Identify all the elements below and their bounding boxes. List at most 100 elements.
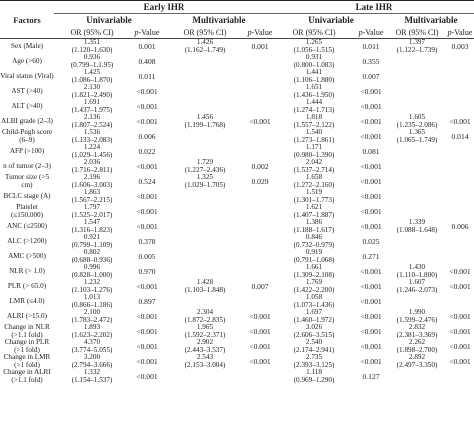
p-value-cell: 0.002 bbox=[251, 161, 269, 171]
odds-ratio-value: 1.651 bbox=[305, 83, 323, 92]
p-value-cell: 0.001 bbox=[251, 41, 269, 51]
p-value-cell: 0.006 bbox=[451, 221, 469, 231]
p-value-cell bbox=[446, 204, 474, 219]
p-value-cell bbox=[246, 84, 274, 99]
early-univariable-header: Univariable bbox=[86, 15, 132, 25]
p-value-cell: <0.001 bbox=[360, 266, 382, 276]
or-ci-cell: 1.425 (1.086–1.870) bbox=[54, 68, 130, 84]
table-row: Change in ALRI (>1.1 fold) 1.332 (1.154–1.… bbox=[0, 368, 474, 384]
or-ci-cell: 1.691 (1.437–1.975) bbox=[54, 98, 130, 114]
table-row: Change in PLR (>1 fold) 4.370 (3.774–5.055… bbox=[0, 338, 474, 354]
odds-ratio-value: 1.691 bbox=[83, 98, 101, 107]
confidence-interval: (1.110–1.800) bbox=[396, 270, 438, 279]
or-ci-cell: 2.735 (2.393–3.125) bbox=[274, 353, 354, 369]
p-value-cell: <0.001 bbox=[449, 311, 471, 321]
p-value-cell: 0.970 bbox=[138, 266, 156, 276]
factor-label: Tumor size (>5 cm) bbox=[4, 173, 50, 189]
confidence-interval: (1.460–1.972) bbox=[293, 315, 335, 324]
p-value-cell: <0.001 bbox=[360, 341, 382, 351]
or-ci-cell bbox=[164, 99, 246, 114]
odds-ratio-value: 1.232 bbox=[83, 278, 101, 287]
or-ci-cell bbox=[164, 84, 246, 99]
odds-ratio-value: 3.026 bbox=[305, 323, 323, 332]
or-ci-cell: 1.013 (0.866–1.186) bbox=[54, 293, 130, 309]
odds-ratio-value: 2.136 bbox=[83, 113, 101, 122]
or-ci-cell bbox=[164, 204, 246, 219]
odds-ratio-value: 1.425 bbox=[83, 68, 101, 77]
or-ci-cell: 1.224 (1.029–1.456) bbox=[54, 143, 130, 159]
or-ci-cell bbox=[388, 69, 446, 84]
confidence-interval: (1.807–2.524) bbox=[71, 120, 113, 129]
odds-ratio-value: 2.100 bbox=[83, 308, 101, 317]
factor-label: Age (>60) bbox=[12, 56, 42, 65]
odds-ratio-value: 1.426 bbox=[196, 38, 214, 47]
p-value-cell: <0.001 bbox=[136, 221, 158, 231]
or-ci-cell bbox=[388, 144, 446, 159]
odds-ratio-value: 1.965 bbox=[196, 323, 214, 332]
factor-label: ALBI grade (2–3) bbox=[1, 116, 53, 125]
p-value-cell bbox=[446, 249, 474, 264]
confidence-interval: (1.599–2.476) bbox=[396, 315, 438, 324]
factor-label: n of tumor (2–3) bbox=[3, 161, 51, 170]
or-ci-header: OR (95% CI) bbox=[164, 26, 246, 39]
p-value-cell: <0.001 bbox=[249, 311, 271, 321]
p-value-cell: <0.001 bbox=[360, 326, 382, 336]
odds-ratio-value: 1.621 bbox=[305, 203, 323, 212]
p-value-cell: <0.001 bbox=[249, 326, 271, 336]
or-ci-cell: 0.936 (0.799–1.1.95) bbox=[54, 53, 130, 69]
odds-ratio-value: 2.892 bbox=[408, 353, 426, 362]
p-value-cell bbox=[246, 369, 274, 384]
p-value-cell: <0.001 bbox=[136, 341, 158, 351]
confidence-interval: (2.393–3.125) bbox=[293, 360, 335, 369]
odds-ratio-value: 1.397 bbox=[408, 38, 426, 47]
confidence-interval: (1.898–2.700) bbox=[396, 345, 438, 354]
table-row: ALC (>1200) 0.921 (0.799–1.109) 0.378 0.846(… bbox=[0, 233, 474, 249]
or-ci-cell: 1.171 (0.980–1.390) bbox=[274, 143, 354, 159]
or-ci-cell: 0.802 (0.688–0.936) bbox=[54, 248, 130, 264]
odds-ratio-value: 1.430 bbox=[408, 263, 426, 272]
p-value-cell: <0.001 bbox=[360, 101, 382, 111]
p-value-cell bbox=[246, 219, 274, 234]
or-ci-cell bbox=[164, 129, 246, 144]
or-ci-cell bbox=[388, 159, 446, 174]
or-ci-cell: 2.832 (2.381–3.369) bbox=[388, 323, 446, 339]
p-value-cell bbox=[246, 249, 274, 264]
or-ci-cell bbox=[388, 54, 446, 69]
odds-ratio-value: 0.802 bbox=[83, 248, 101, 257]
odds-ratio-value: 1.990 bbox=[408, 308, 426, 317]
odds-ratio-value: 4.370 bbox=[83, 338, 101, 347]
or-ci-cell: 1.651 (1.436–1.950) bbox=[274, 83, 354, 99]
or-ci-cell bbox=[388, 84, 446, 99]
or-ci-cell: 1.661 (1.309–2.108) bbox=[274, 263, 354, 279]
early-ihr-header: Early IHR bbox=[54, 0, 275, 14]
odds-ratio-value: 1.605 bbox=[408, 113, 426, 122]
or-ci-cell: 1.965 (1.592–2.371) bbox=[164, 323, 246, 339]
p-value-cell: 0.524 bbox=[138, 176, 156, 186]
confidence-interval: (1.103–1.276) bbox=[71, 285, 113, 294]
p-value-cell: <0.001 bbox=[360, 206, 382, 216]
odds-ratio-value: 1.540 bbox=[305, 128, 323, 137]
or-ci-header: OR (95% CI) bbox=[274, 26, 355, 39]
p-value-cell: 0.007 bbox=[362, 71, 380, 81]
confidence-interval: (1.056–1.515) bbox=[293, 45, 335, 54]
or-ci-cell bbox=[164, 54, 246, 69]
confidence-interval: (1.073–1.436) bbox=[293, 300, 335, 309]
confidence-interval: (1.716–2.811) bbox=[71, 165, 113, 174]
or-ci-cell: 1.441 (1.106–1.880) bbox=[274, 68, 354, 84]
factor-label: ANC (≤2500) bbox=[6, 221, 48, 230]
or-ci-cell: 1.540 (1.273–1.861) bbox=[274, 128, 354, 144]
table-row: Tumor size (>5 cm) 2.196 (1.606–3.003) 0.52… bbox=[0, 173, 474, 189]
p-value-cell: <0.001 bbox=[360, 116, 382, 126]
or-ci-cell bbox=[388, 189, 446, 204]
factors-column-header: Factors bbox=[0, 0, 54, 39]
odds-ratio-value: 1.365 bbox=[408, 128, 426, 137]
odds-ratio-value: 2.543 bbox=[196, 353, 214, 362]
odds-ratio-value: 0.996 bbox=[83, 263, 101, 272]
confidence-interval: (1.623–2.202) bbox=[71, 330, 113, 339]
or-ci-cell: 2.543 (2.153–3.004) bbox=[164, 353, 246, 369]
p-value-cell: <0.001 bbox=[449, 266, 471, 276]
p-value-cell: <0.001 bbox=[360, 356, 382, 366]
confidence-interval: (1.273–1.861) bbox=[293, 135, 335, 144]
or-ci-header: OR (95% CI) bbox=[388, 26, 447, 39]
